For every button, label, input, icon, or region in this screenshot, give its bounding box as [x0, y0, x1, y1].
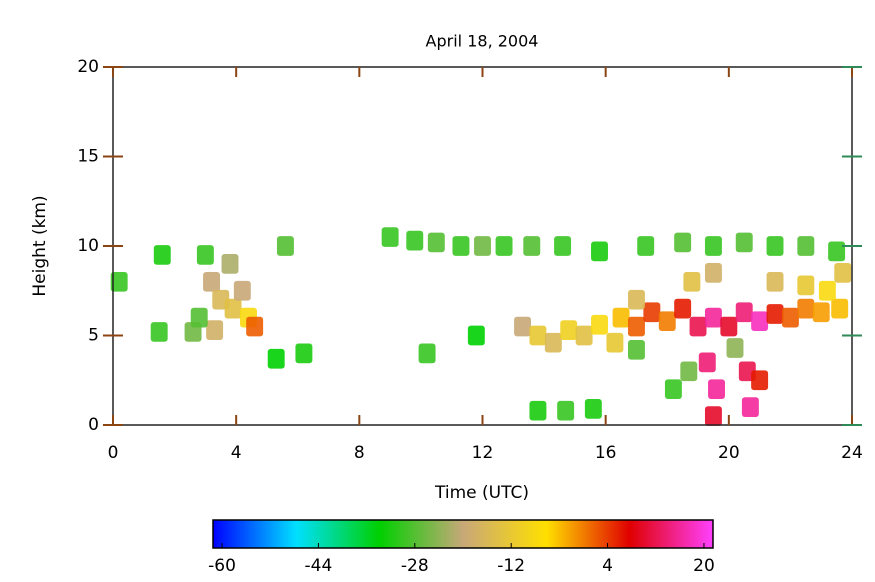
echo-cell: [575, 325, 593, 346]
echo-cell: [797, 236, 815, 256]
echo-cell: [766, 236, 784, 256]
echo-cell: [674, 298, 692, 319]
echo-cell: [766, 304, 784, 324]
echo-cell: [828, 241, 846, 262]
echo-cell: [418, 343, 436, 364]
echo-cell: [203, 271, 221, 292]
echo-cell: [741, 397, 759, 417]
echo-cell: [206, 320, 224, 340]
echo-cell: [704, 406, 722, 426]
x-axis-label: Time (UTC): [434, 483, 529, 503]
y-tick-label: 5: [88, 326, 99, 346]
echo-cell: [735, 232, 753, 253]
echo-cell: [406, 230, 424, 251]
echo-cell: [591, 241, 608, 262]
echo-cell: [246, 316, 264, 337]
echo-cell: [467, 325, 485, 346]
echo-cell: [627, 289, 645, 310]
echo-cell: [514, 316, 531, 337]
echo-cell: [674, 232, 692, 253]
echo-cell: [554, 236, 572, 256]
echo-cell: [224, 298, 242, 319]
echo-cell: [196, 245, 214, 265]
echo-cell: [591, 314, 608, 335]
echo-cell: [612, 307, 630, 328]
echo-cell: [267, 348, 285, 369]
echo-cell: [704, 307, 722, 328]
x-tick-label: 16: [595, 443, 617, 463]
echo-cell: [781, 307, 799, 328]
echo-cell: [664, 379, 682, 400]
echo-cell: [523, 236, 541, 256]
y-tick-label: 20: [77, 57, 99, 77]
echo-cell: [606, 332, 624, 353]
echo-cell: [720, 316, 738, 337]
echo-cell: [190, 307, 208, 328]
echo-cell: [627, 316, 645, 337]
echo-cell: [584, 399, 602, 419]
y-tick-label: 15: [77, 147, 99, 167]
echo-cell: [427, 232, 445, 253]
echo-cell: [474, 236, 491, 256]
echo-cell: [150, 322, 168, 342]
x-tick-label: 24: [841, 443, 863, 463]
echo-cell: [680, 361, 698, 382]
colorbar-tick-label: -28: [401, 556, 429, 576]
x-tick-label: 8: [354, 443, 365, 463]
x-tick-label: 4: [231, 443, 242, 463]
echo-cell: [643, 302, 661, 323]
echo-cell: [452, 236, 470, 256]
echo-cell: [831, 298, 849, 319]
x-tick-label: 12: [472, 443, 494, 463]
echo-cell: [153, 245, 171, 265]
colorbar-tick-label: -44: [305, 556, 333, 576]
echo-cell: [381, 227, 399, 247]
echo-cell: [627, 339, 645, 360]
colorbar-tick-label: 20: [693, 556, 715, 576]
echo-cell: [726, 338, 744, 358]
y-tick-label: 10: [77, 236, 99, 256]
echo-cell: [276, 236, 294, 256]
x-tick-label: 20: [718, 443, 740, 463]
echo-cell: [233, 280, 251, 301]
echo-cell: [698, 352, 716, 373]
echo-cell: [295, 343, 313, 364]
echo-cell: [751, 311, 769, 332]
echo-cell: [704, 263, 722, 283]
echo-cell: [658, 311, 676, 332]
echo-cell: [110, 271, 128, 292]
echo-cell: [834, 263, 852, 283]
echo-cell: [221, 254, 239, 274]
echo-cell: [735, 302, 753, 323]
colorbar-tick-label: -60: [208, 556, 236, 576]
colorbar-tick-label: 4: [602, 556, 613, 576]
echo-cell: [797, 298, 815, 319]
echo-cell: [812, 302, 830, 323]
echo-cell: [544, 332, 562, 353]
y-axis-label: Height (km): [30, 195, 50, 296]
echo-cell: [529, 400, 547, 421]
echo-cell: [797, 275, 815, 296]
colorbar-tick-label: -12: [497, 556, 525, 576]
echo-cell: [708, 379, 725, 400]
echo-cell: [495, 236, 513, 256]
chart-title: April 18, 2004: [426, 32, 539, 51]
colorbar: [212, 519, 714, 549]
echo-cell: [766, 271, 784, 292]
echo-cell: [560, 320, 578, 340]
echo-cell: [529, 325, 547, 346]
echo-cell: [751, 370, 769, 391]
y-tick-label: 0: [88, 415, 99, 435]
echo-cell: [689, 316, 707, 337]
x-tick-label: 0: [108, 443, 119, 463]
echo-cell: [818, 280, 836, 301]
echo-cell: [637, 236, 655, 256]
echo-cell: [557, 400, 575, 421]
echo-cell: [683, 271, 701, 292]
echo-cell: [704, 236, 722, 256]
